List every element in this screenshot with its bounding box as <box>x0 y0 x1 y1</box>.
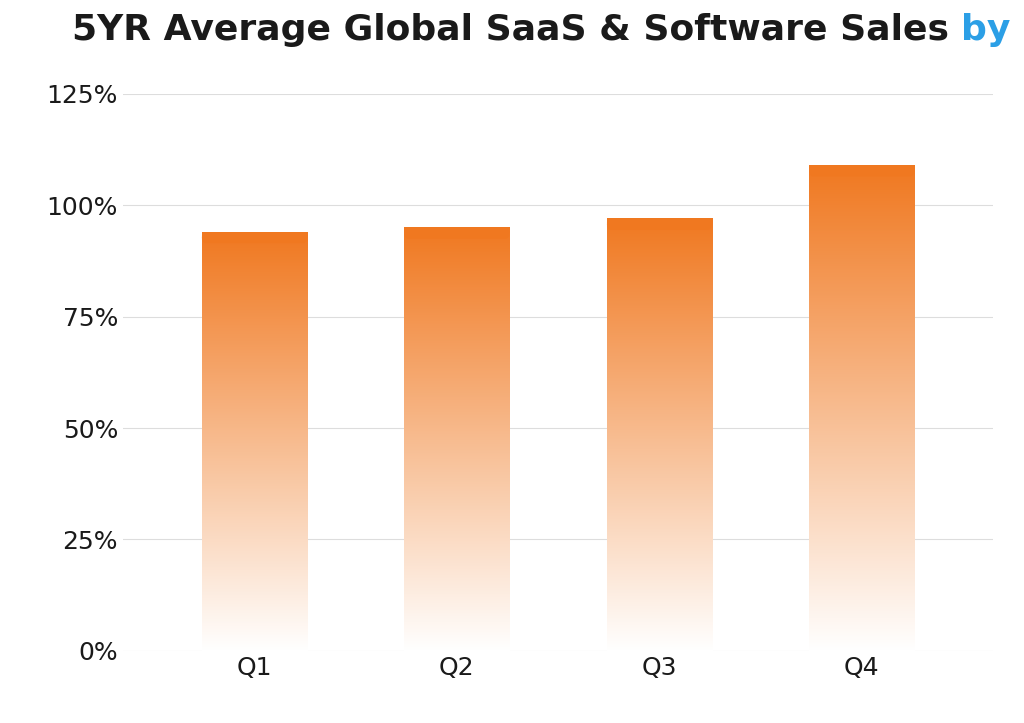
Text: by Quarter: by Quarter <box>962 13 1024 47</box>
FancyBboxPatch shape <box>606 218 712 230</box>
FancyBboxPatch shape <box>202 232 307 243</box>
Text: 5YR Average Global SaaS & Software Sales: 5YR Average Global SaaS & Software Sales <box>72 13 962 47</box>
FancyBboxPatch shape <box>809 166 914 176</box>
FancyBboxPatch shape <box>404 228 510 239</box>
